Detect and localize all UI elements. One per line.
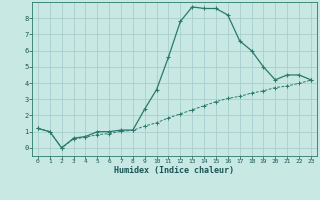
X-axis label: Humidex (Indice chaleur): Humidex (Indice chaleur) <box>115 166 234 175</box>
